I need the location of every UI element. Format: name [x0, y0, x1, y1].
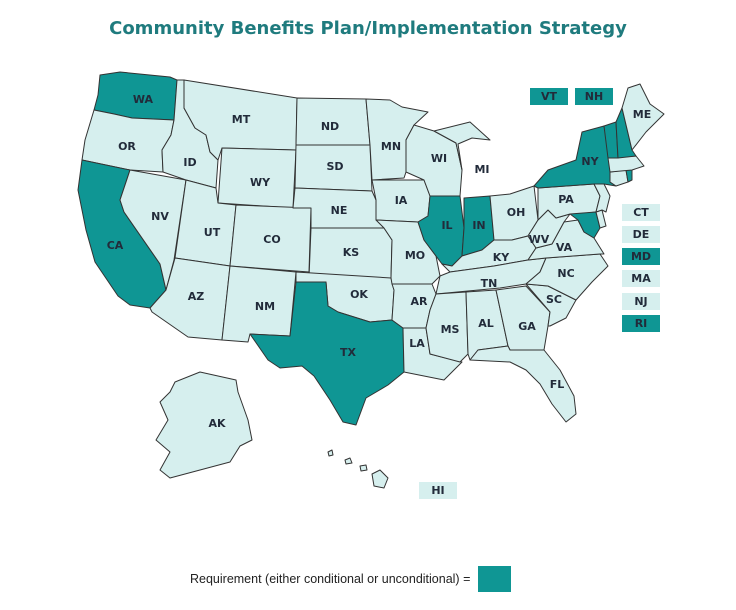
state-box-md[interactable]: MD — [622, 248, 660, 265]
state-label-mi: MI — [474, 163, 489, 176]
state-label-mo: MO — [405, 249, 425, 262]
state-label-fl: FL — [550, 378, 565, 391]
state-label-la: LA — [409, 337, 425, 350]
state-label-wy: WY — [250, 176, 271, 189]
state-label-wv: WV — [529, 233, 550, 246]
state-nc[interactable] — [525, 253, 609, 301]
state-label-va: VA — [556, 241, 573, 254]
state-label-ks: KS — [343, 246, 360, 259]
state-box-nh[interactable]: NH — [575, 88, 613, 105]
state-label-mn: MN — [381, 140, 401, 153]
state-label-in: IN — [472, 219, 485, 232]
state-label-ny: NY — [581, 155, 599, 168]
state-label-nd: ND — [321, 120, 339, 133]
state-box-vt[interactable]: VT — [530, 88, 568, 105]
state-label-ak: AK — [208, 417, 226, 430]
state-ak[interactable] — [155, 371, 253, 479]
state-box-de[interactable]: DE — [622, 226, 660, 243]
legend-swatch — [478, 566, 512, 592]
state-label-ms: MS — [441, 323, 460, 336]
legend-label: Requirement (either conditional or uncon… — [190, 572, 471, 586]
state-box-ri[interactable]: RI — [622, 315, 660, 332]
state-label-wa: WA — [133, 93, 154, 106]
state-label-ga: GA — [518, 320, 536, 333]
state-fl[interactable] — [469, 345, 577, 423]
state-nj[interactable] — [593, 183, 611, 213]
state-hi[interactable] — [327, 449, 389, 489]
state-label-nv: NV — [151, 210, 169, 223]
state-label-tx: TX — [340, 346, 357, 359]
state-tx[interactable] — [249, 281, 405, 426]
state-label-or: OR — [118, 140, 136, 153]
state-label-mt: MT — [232, 113, 251, 126]
state-label-ca: CA — [107, 239, 124, 252]
state-box-nj[interactable]: NJ — [622, 293, 660, 310]
state-box-ma[interactable]: MA — [622, 270, 660, 287]
state-label-ia: IA — [395, 194, 408, 207]
state-label-nm: NM — [255, 300, 275, 313]
state-label-ky: KY — [493, 251, 511, 264]
state-label-ut: UT — [204, 226, 221, 239]
state-label-il: IL — [441, 219, 452, 232]
state-label-pa: PA — [558, 193, 574, 206]
state-label-wi: WI — [431, 152, 447, 165]
state-me[interactable] — [621, 83, 665, 151]
state-label-sd: SD — [326, 160, 343, 173]
state-label-ar: AR — [411, 295, 429, 308]
state-label-sc: SC — [546, 293, 562, 306]
state-ct[interactable] — [609, 169, 629, 187]
state-label-me: ME — [633, 108, 651, 121]
state-label-co: CO — [263, 233, 280, 246]
state-label-tn: TN — [481, 277, 498, 290]
state-label-al: AL — [478, 317, 494, 330]
state-label-ok: OK — [350, 288, 368, 301]
state-box-hi[interactable]: HI — [419, 482, 457, 499]
state-mi[interactable] — [433, 121, 491, 171]
state-label-az: AZ — [188, 290, 205, 303]
legend: Requirement (either conditional or uncon… — [190, 566, 512, 592]
state-label-nc: NC — [557, 267, 574, 280]
state-label-ne: NE — [331, 204, 348, 217]
map-title: Community Benefits Plan/Implementation S… — [109, 18, 627, 39]
state-nh[interactable] — [615, 107, 637, 159]
state-box-ct[interactable]: CT — [622, 204, 660, 221]
state-label-oh: OH — [507, 206, 526, 219]
state-label-id: ID — [183, 156, 196, 169]
state-ny[interactable] — [533, 125, 617, 189]
